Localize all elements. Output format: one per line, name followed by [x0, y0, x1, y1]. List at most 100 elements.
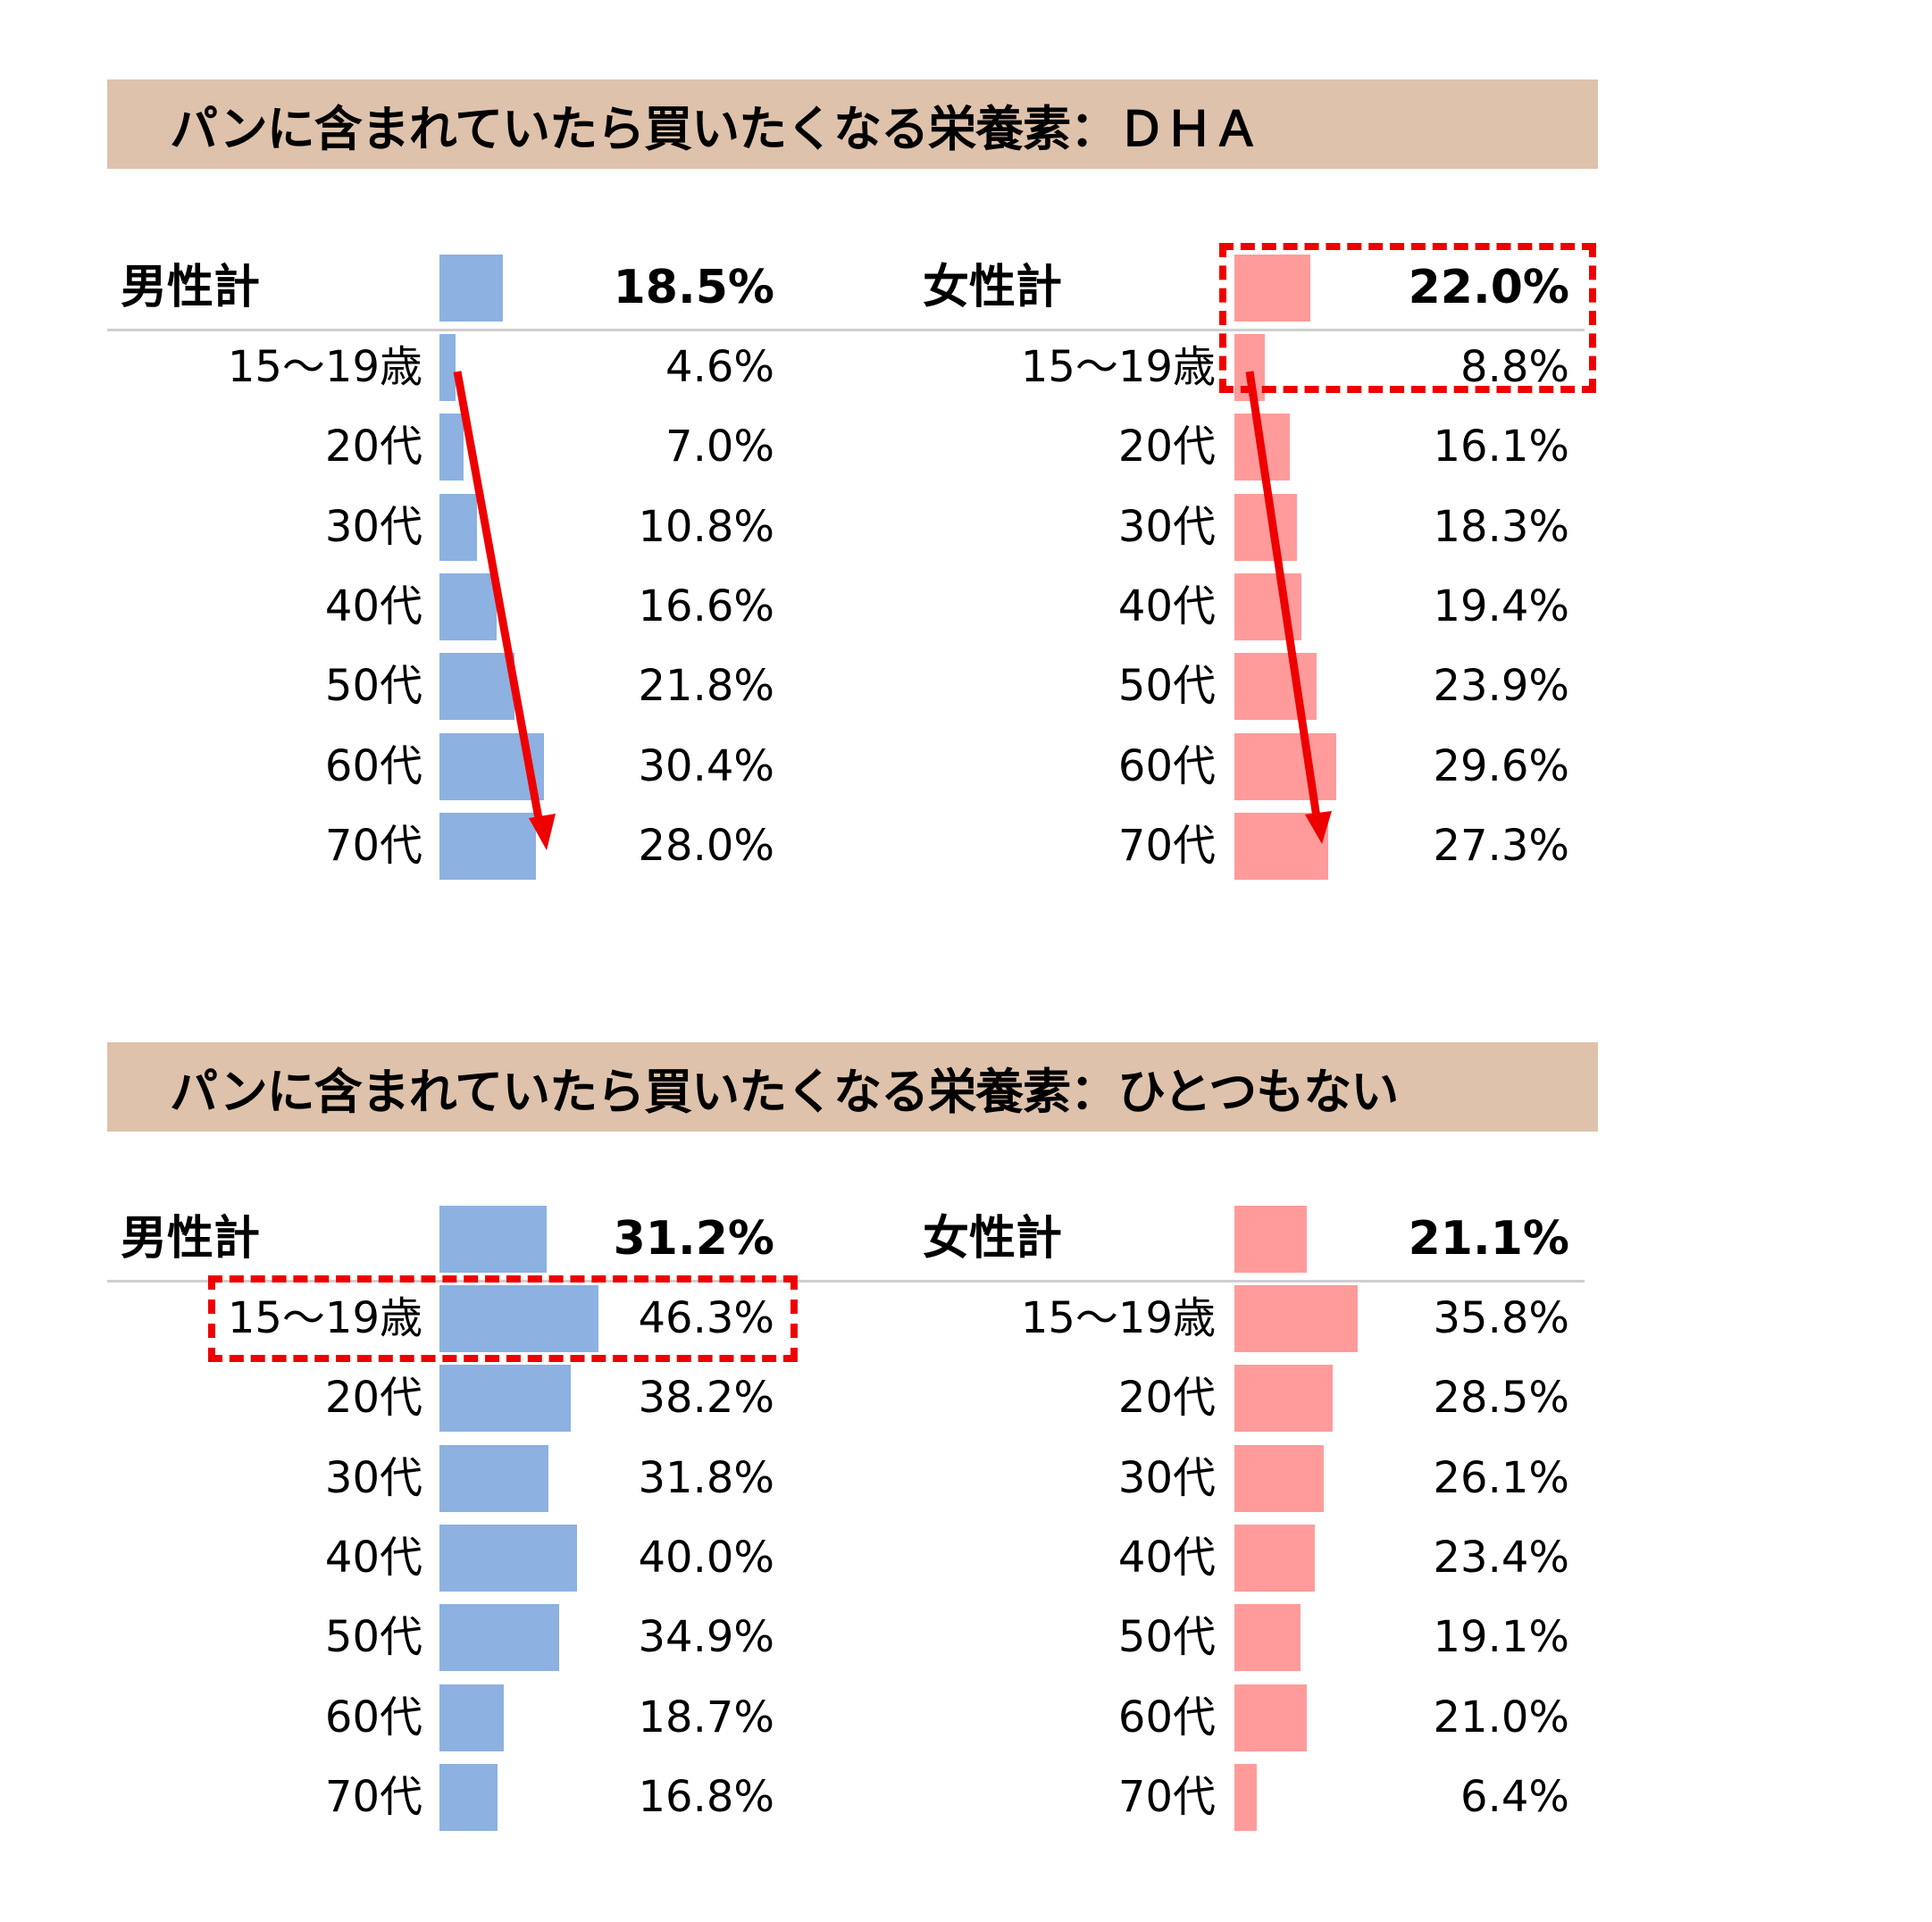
male-bar [439, 1445, 548, 1512]
age-label: 15～19歳 [227, 342, 422, 392]
male-age-row: 15～19歳 4.6% [0, 334, 1932, 401]
female-age-row: 30代 18.3% [0, 494, 1932, 561]
male-age-row: 50代 34.9% [0, 1604, 1932, 1671]
age-label: 70代 [324, 821, 422, 871]
male-bar [439, 1604, 559, 1671]
percent-value: 34.9% [638, 1612, 774, 1662]
percent-value: 22.0% [1408, 261, 1569, 314]
percent-value: 10.8% [638, 502, 774, 552]
age-label: 20代 [1117, 1373, 1216, 1423]
total-label: 男性計 [121, 1212, 261, 1266]
female-age-row: 60代 29.6% [0, 733, 1932, 800]
highlight-box-female-total [1219, 243, 1596, 393]
percent-value: 19.1% [1433, 1612, 1569, 1662]
age-label: 50代 [1117, 1612, 1216, 1662]
female-bar [1234, 414, 1290, 480]
percent-value: 16.8% [638, 1772, 774, 1822]
percent-value: 18.3% [1433, 502, 1569, 552]
age-label: 20代 [1117, 422, 1216, 472]
age-label: 60代 [1117, 1692, 1216, 1742]
female-bar [1234, 1764, 1257, 1831]
age-label: 40代 [324, 581, 422, 631]
female-age-row: 50代 19.1% [0, 1604, 1932, 1671]
total-label: 女性計 [923, 261, 1063, 314]
female-age-row: 30代 26.1% [0, 1445, 1932, 1512]
age-label: 60代 [324, 741, 422, 791]
percent-value: 26.1% [1433, 1453, 1569, 1503]
percent-value: 23.9% [1433, 661, 1569, 711]
percent-value: 46.3% [638, 1293, 774, 1343]
female-bar [1234, 1445, 1324, 1512]
percent-value: 35.8% [1433, 1293, 1569, 1343]
percent-value: 30.4% [638, 741, 774, 791]
male-bar [439, 1285, 598, 1352]
female-age-row: 60代 21.0% [0, 1684, 1932, 1751]
female-bar [1234, 494, 1297, 561]
male-bar [439, 255, 503, 322]
age-label: 40代 [1117, 1533, 1216, 1583]
age-label: 15～19歳 [1020, 342, 1216, 392]
female-total-row: 女性計 22.0% [0, 255, 1932, 322]
age-label: 40代 [324, 1533, 422, 1583]
age-label: 30代 [324, 1453, 422, 1503]
age-label: 60代 [1117, 741, 1216, 791]
percent-value: 31.8% [638, 1453, 774, 1503]
male-bar [439, 1206, 547, 1273]
age-label: 50代 [324, 661, 422, 711]
female-age-row: 15～19歳 8.8% [0, 334, 1932, 401]
percent-value: 21.8% [638, 661, 774, 711]
female-age-row: 40代 19.4% [0, 573, 1932, 640]
male-bar [439, 334, 456, 401]
age-label: 70代 [324, 1772, 422, 1822]
section-title-banner-none: パンに含まれていたら買いたくなる栄養素：ひとつもない [107, 1042, 1598, 1132]
percent-value: 4.6% [665, 342, 774, 392]
age-label: 50代 [1117, 661, 1216, 711]
male-total-row: 男性計 31.2% [0, 1206, 1932, 1273]
female-bar [1234, 1604, 1301, 1671]
age-label: 70代 [1117, 821, 1216, 871]
age-label: 60代 [324, 1692, 422, 1742]
age-label: 15～19歳 [227, 1293, 422, 1343]
female-bar [1234, 255, 1310, 322]
male-age-row: 60代 18.7% [0, 1684, 1932, 1751]
female-age-row: 70代 6.4% [0, 1764, 1932, 1831]
female-bar [1234, 1525, 1315, 1592]
age-label: 20代 [324, 422, 422, 472]
separator-line [107, 1280, 1585, 1283]
percent-value: 18.5% [613, 261, 774, 314]
male-bar [439, 1365, 571, 1432]
chart-none: 男性計 31.2% 15～19歳 46.3% 20代 38.2% 30代 31.8% 40代 40… [0, 1206, 1932, 1920]
age-label: 15～19歳 [1020, 1293, 1216, 1343]
male-age-row: 30代 31.8% [0, 1445, 1932, 1512]
separator-line [107, 329, 1585, 331]
female-age-row: 40代 23.4% [0, 1525, 1932, 1592]
percent-value: 28.5% [1433, 1373, 1569, 1423]
female-bar [1234, 653, 1317, 720]
percent-value: 23.4% [1433, 1533, 1569, 1583]
percent-value: 6.4% [1460, 1772, 1569, 1822]
female-bar [1234, 813, 1328, 880]
percent-value: 8.8% [1460, 342, 1569, 392]
female-age-row: 50代 23.9% [0, 653, 1932, 720]
percent-value: 38.2% [638, 1373, 774, 1423]
percent-value: 29.6% [1433, 741, 1569, 791]
male-bar [439, 1764, 498, 1831]
female-age-row: 15～19歳 35.8% [0, 1285, 1932, 1352]
percent-value: 31.2% [613, 1212, 774, 1266]
female-bar [1234, 1684, 1307, 1751]
female-bar [1234, 573, 1301, 640]
female-bar [1234, 1206, 1307, 1273]
age-label: 30代 [1117, 502, 1216, 552]
male-age-row: 40代 40.0% [0, 1525, 1932, 1592]
percent-value: 21.1% [1408, 1212, 1569, 1266]
percent-value: 18.7% [638, 1692, 774, 1742]
section-title: パンに含まれていたら買いたくなる栄養素：ひとつもない [170, 1063, 1399, 1120]
female-age-row: 20代 16.1% [0, 414, 1932, 480]
section-title: パンに含まれていたら買いたくなる栄養素：ＤＨＡ [170, 100, 1260, 157]
highlight-box-male-15-19 [208, 1275, 798, 1362]
male-age-row: 15～19歳 46.3% [0, 1285, 1932, 1352]
age-label: 40代 [1117, 581, 1216, 631]
chart-dha: 男性計 18.5% 15～19歳 4.6% 20代 7.0% 30代 10.8% 40代 16.6… [0, 255, 1932, 969]
total-label: 女性計 [923, 1212, 1063, 1266]
female-bar [1234, 1285, 1358, 1352]
